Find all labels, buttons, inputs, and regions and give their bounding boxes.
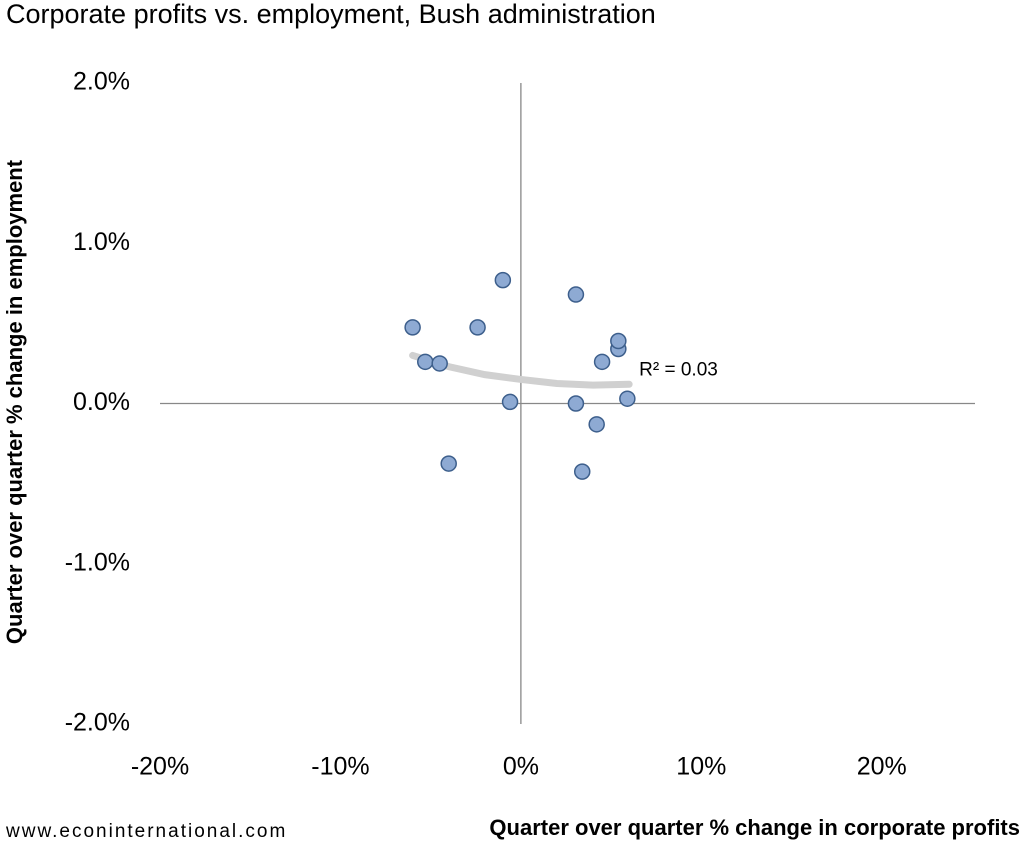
x-tick-label: -20%: [131, 753, 189, 781]
data-point: [494, 271, 512, 289]
data-point: [469, 319, 486, 336]
data-point: [440, 455, 457, 472]
x-tick-label: 10%: [676, 753, 726, 781]
data-point: [588, 416, 605, 433]
data-point: [404, 319, 421, 336]
y-axis-title: Quarter over quarter % change in employm…: [2, 159, 27, 644]
data-point: [610, 332, 627, 350]
data-point: [573, 463, 591, 480]
trendline-label: R² = 0.03: [639, 359, 718, 380]
y-tick-label: -1.0%: [65, 548, 130, 576]
y-tick-label: 1.0%: [73, 228, 130, 256]
y-tick-label: 2.0%: [73, 68, 130, 96]
x-tick-label: 20%: [857, 753, 907, 781]
data-point: [619, 390, 636, 407]
data-point: [501, 393, 519, 411]
x-axis-title: Quarter over quarter % change in corpora…: [489, 815, 1020, 840]
data-point: [567, 286, 585, 303]
y-tick-label: 0.0%: [73, 388, 130, 416]
source: www.econinternational.com: [5, 821, 287, 842]
y-tick-label: -2.0%: [65, 709, 130, 737]
chart-title: Corporate profits vs. employment, Bush a…: [6, 0, 656, 29]
data-point: [431, 355, 448, 372]
x-tick-label: -10%: [311, 753, 369, 781]
x-tick-label: 0%: [503, 753, 539, 781]
trendline: [409, 351, 633, 389]
data-point: [417, 353, 434, 371]
data-point: [593, 353, 611, 371]
data-point: [567, 395, 585, 412]
